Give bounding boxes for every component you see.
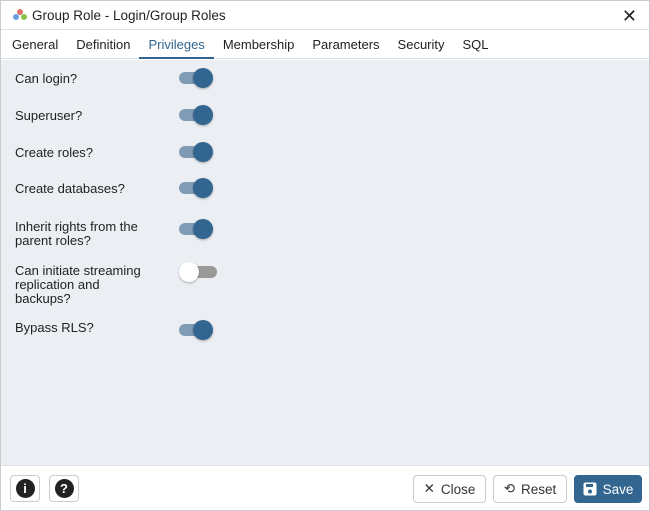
superuser-toggle[interactable]: [179, 105, 213, 125]
privilege-label: Create databases?: [15, 181, 125, 196]
privilege-label: Can initiate streaming replication and b…: [15, 263, 141, 306]
bypass-rls-toggle[interactable]: [179, 320, 213, 340]
close-label: Close: [440, 481, 476, 497]
toggle-knob: [193, 68, 213, 88]
reset-label: Reset: [521, 481, 557, 497]
close-icon[interactable]: ✕: [621, 6, 637, 26]
create-databases-toggle[interactable]: [179, 178, 213, 198]
toggle-knob: [193, 105, 213, 125]
privilege-label: Bypass RLS?: [15, 320, 94, 335]
close-button[interactable]: ✕ Close: [413, 475, 486, 503]
reset-button[interactable]: ⟲ Reset: [493, 475, 567, 503]
privileges-panel: Can login? Superuser? Create roles? Crea…: [1, 60, 649, 465]
dialog-title: Group Role - Login/Group Roles: [32, 7, 226, 23]
save-button[interactable]: Save: [574, 475, 642, 503]
create-roles-toggle[interactable]: [179, 142, 213, 162]
footer: i ? ✕ Close ⟲ Reset Save: [1, 465, 649, 510]
privilege-label: Can login?: [15, 71, 78, 86]
privilege-label: Inherit rights from the parent roles?: [15, 219, 138, 248]
toggle-knob: [193, 178, 213, 198]
inherit-toggle[interactable]: [179, 219, 213, 239]
info-button[interactable]: i: [10, 475, 40, 502]
tab-security[interactable]: Security: [397, 37, 445, 52]
tab-bar: General Definition Privileges Membership…: [1, 30, 649, 59]
tab-general[interactable]: General: [12, 37, 59, 52]
tab-parameters[interactable]: Parameters: [312, 37, 380, 52]
help-icon: ?: [54, 479, 74, 498]
toggle-knob: [193, 219, 213, 239]
replication-toggle[interactable]: [179, 262, 217, 282]
tab-sql[interactable]: SQL: [462, 37, 489, 52]
tab-definition[interactable]: Definition: [76, 37, 131, 52]
help-button[interactable]: ?: [49, 475, 79, 502]
toggle-knob: [193, 320, 213, 340]
title-bar: Group Role - Login/Group Roles ✕: [1, 1, 649, 30]
privilege-label: Superuser?: [15, 108, 83, 123]
info-icon: i: [15, 479, 35, 498]
privilege-label: Create roles?: [15, 145, 94, 160]
tab-membership[interactable]: Membership: [222, 37, 295, 52]
save-icon: [583, 482, 597, 496]
close-icon: ✕: [423, 481, 435, 496]
can-login-toggle[interactable]: [179, 68, 213, 88]
reset-icon: ⟲: [503, 481, 516, 496]
toggle-knob: [179, 262, 199, 282]
tab-privileges[interactable]: Privileges: [139, 30, 214, 59]
toggle-knob: [193, 142, 213, 162]
save-label: Save: [602, 481, 634, 497]
group-role-icon: [13, 9, 27, 20]
